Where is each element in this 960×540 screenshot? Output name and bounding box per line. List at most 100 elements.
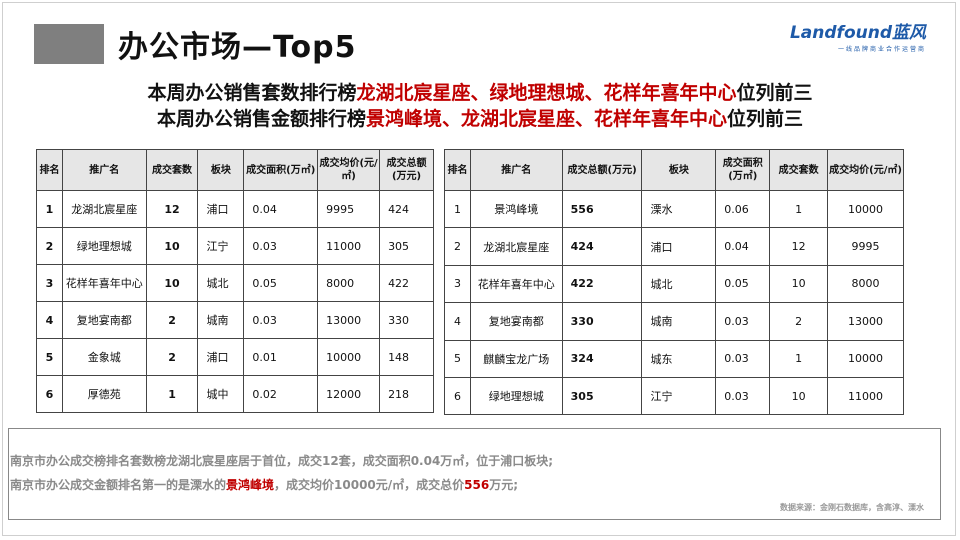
table-cell: 3 bbox=[36, 264, 63, 302]
table-row: 6 厚德苑 1 城中 0.02 12000 218 bbox=[36, 375, 434, 413]
table-cell: 0.06 bbox=[715, 189, 771, 229]
summary-line-amount: 南京市办公成交金额排名第一的是溧水的景鸿峰境，成交均价10000元/㎡，成交总价… bbox=[10, 476, 518, 493]
units-ranking-table: 排名 推广名 成交套数 板块 成交面积(万㎡) 成交均价(元/㎡) 成交总额(万… bbox=[36, 149, 434, 413]
table-row: 2 绿地理想城 10 江宁 0.03 11000 305 bbox=[36, 227, 434, 265]
table-cell: 11000 bbox=[317, 227, 381, 265]
column-header: 成交均价(元/㎡) bbox=[827, 149, 904, 191]
table-cell: 305 bbox=[561, 376, 643, 416]
table-header-row: 排名 推广名 成交套数 板块 成交面积(万㎡) 成交均价(元/㎡) 成交总额(万… bbox=[36, 149, 434, 191]
table-cell: 5 bbox=[36, 338, 63, 376]
table-cell: 城北 bbox=[641, 264, 717, 304]
table-cell: 330 bbox=[561, 302, 643, 341]
table-cell: 麒麟宝龙广场 bbox=[469, 339, 563, 378]
summary-amount-project: 景鸿峰境 bbox=[226, 478, 275, 492]
table-row: 5 麒麟宝龙广场 324 城东 0.03 1 10000 bbox=[444, 339, 904, 378]
table-cell: 10 bbox=[769, 264, 829, 304]
table-cell: 422 bbox=[379, 264, 434, 302]
headline-amount-prefix: 本周办公销售金额排行榜 bbox=[156, 108, 366, 130]
table-cell: 1 bbox=[769, 189, 829, 229]
table-cell: 江宁 bbox=[641, 376, 717, 416]
column-header: 板块 bbox=[641, 149, 717, 191]
table-cell: 3 bbox=[444, 264, 471, 304]
column-header: 成交面积(万㎡) bbox=[715, 149, 771, 191]
table-cell: 绿地理想城 bbox=[469, 376, 563, 416]
column-header: 板块 bbox=[197, 149, 245, 191]
table-cell: 浦口 bbox=[197, 190, 245, 228]
table-cell: 2 bbox=[444, 227, 471, 266]
table-cell: 9995 bbox=[827, 227, 904, 266]
table-cell: 0.04 bbox=[243, 190, 319, 228]
summary-amount-mid: ，成交均价10000元/㎡，成交总价 bbox=[274, 478, 465, 492]
headline-units-highlight: 龙湖北宸星座、绿地理想城、花样年喜年中心 bbox=[356, 82, 737, 104]
headline-amount-suffix: 位列前三 bbox=[727, 108, 804, 130]
table-cell: 10000 bbox=[317, 338, 381, 376]
column-header: 成交均价(元/㎡) bbox=[317, 149, 381, 191]
table-cell: 218 bbox=[379, 375, 434, 413]
headline-units-suffix: 位列前三 bbox=[736, 82, 813, 104]
table-cell: 城南 bbox=[197, 301, 245, 339]
table-cell: 13000 bbox=[317, 301, 381, 339]
table-row: 4 复地宴南都 330 城南 0.03 2 13000 bbox=[444, 302, 904, 341]
table-cell: 0.05 bbox=[715, 264, 771, 304]
table-cell: 1 bbox=[145, 375, 199, 413]
table-cell: 2 bbox=[145, 301, 199, 339]
table-cell: 1 bbox=[36, 190, 63, 228]
table-row: 2 龙湖北宸星座 424 浦口 0.04 12 9995 bbox=[444, 227, 904, 266]
table-cell: 422 bbox=[561, 264, 643, 304]
table-cell: 8000 bbox=[827, 264, 904, 304]
table-cell: 0.03 bbox=[715, 376, 771, 416]
table-cell: 厚德苑 bbox=[61, 375, 147, 413]
column-header: 推广名 bbox=[61, 149, 147, 191]
table-cell: 0.03 bbox=[715, 302, 771, 341]
column-header: 成交套数 bbox=[145, 149, 199, 191]
logo-tagline: 一线品牌商业合作运营商 bbox=[837, 46, 926, 53]
table-cell: 金象城 bbox=[61, 338, 147, 376]
summary-amount-prefix: 南京市办公成交金额排名第一的是溧水的 bbox=[10, 478, 227, 492]
table-cell: 12000 bbox=[317, 375, 381, 413]
table-row: 1 景鸿峰境 556 溧水 0.06 1 10000 bbox=[444, 189, 904, 229]
table-cell: 0.03 bbox=[243, 227, 319, 265]
table-cell: 10000 bbox=[827, 189, 904, 229]
headline-units-prefix: 本周办公销售套数排行榜 bbox=[147, 82, 357, 104]
table-cell: 10 bbox=[145, 264, 199, 302]
table-cell: 424 bbox=[379, 190, 434, 228]
table-cell: 0.04 bbox=[715, 227, 771, 266]
table-cell: 9995 bbox=[317, 190, 381, 228]
table-cell: 10 bbox=[769, 376, 829, 416]
table-cell: 8000 bbox=[317, 264, 381, 302]
table-cell: 城南 bbox=[641, 302, 717, 341]
table-cell: 复地宴南都 bbox=[469, 302, 563, 341]
table-cell: 1 bbox=[444, 189, 471, 229]
table-cell: 浦口 bbox=[641, 227, 717, 266]
table-cell: 绿地理想城 bbox=[61, 227, 147, 265]
table-cell: 0.01 bbox=[243, 338, 319, 376]
table-cell: 0.02 bbox=[243, 375, 319, 413]
table-cell: 0.05 bbox=[243, 264, 319, 302]
table-cell: 溧水 bbox=[641, 189, 717, 229]
table-cell: 4 bbox=[444, 302, 471, 341]
brand-logo: Landfound蓝风 一线品牌商业合作运营商 bbox=[790, 18, 926, 53]
column-header: 排名 bbox=[444, 149, 471, 191]
table-cell: 花样年喜年中心 bbox=[61, 264, 147, 302]
table-cell: 12 bbox=[145, 190, 199, 228]
table-cell: 424 bbox=[561, 227, 643, 266]
table-row: 1 龙湖北宸星座 12 浦口 0.04 9995 424 bbox=[36, 190, 434, 228]
table-cell: 龙湖北宸星座 bbox=[61, 190, 147, 228]
table-cell: 景鸿峰境 bbox=[469, 189, 563, 229]
table-cell: 0.03 bbox=[715, 339, 771, 378]
table-cell: 10 bbox=[145, 227, 199, 265]
table-cell: 5 bbox=[444, 339, 471, 378]
table-cell: 2 bbox=[145, 338, 199, 376]
summary-amount-suffix: 万元; bbox=[489, 478, 519, 492]
table-row: 5 金象城 2 浦口 0.01 10000 148 bbox=[36, 338, 434, 376]
column-header: 成交总额(万元) bbox=[561, 149, 643, 191]
column-header: 排名 bbox=[36, 149, 63, 191]
column-header: 成交总额(万元) bbox=[379, 149, 434, 191]
summary-line-units: 南京市办公成交榜排名套数榜龙湖北宸星座居于首位，成交12套，成交面积0.04万㎡… bbox=[10, 454, 554, 468]
table-cell: 城北 bbox=[197, 264, 245, 302]
table-cell: 4 bbox=[36, 301, 63, 339]
logo-text: Landfound蓝风 bbox=[789, 23, 926, 43]
headline-amount-highlight: 景鸿峰境、龙湖北宸星座、花样年喜年中心 bbox=[365, 108, 727, 130]
table-row: 3 花样年喜年中心 422 城北 0.05 10 8000 bbox=[444, 264, 904, 304]
table-cell: 556 bbox=[561, 189, 643, 229]
